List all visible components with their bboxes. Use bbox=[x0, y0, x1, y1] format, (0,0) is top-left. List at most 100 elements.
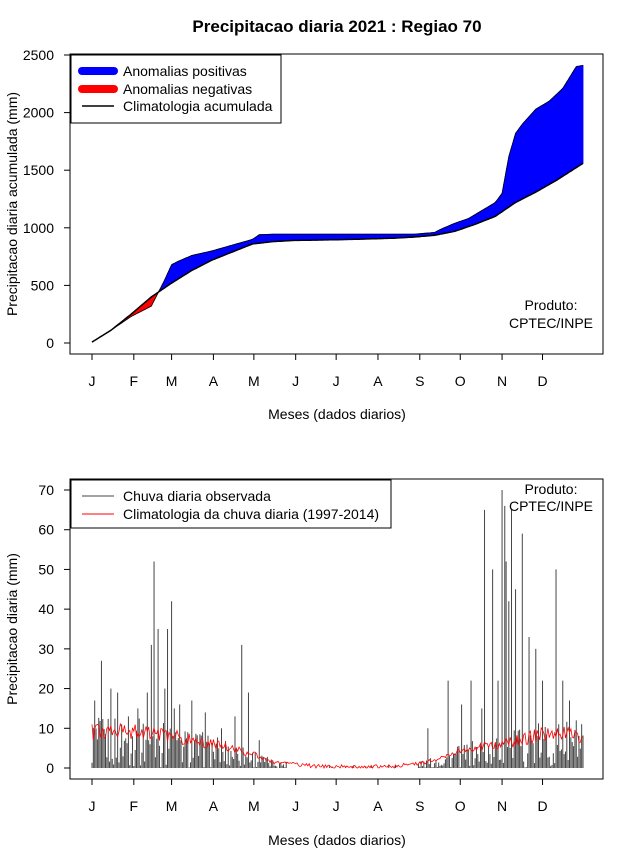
anomaly-segment bbox=[188, 254, 193, 273]
anomaly-segment bbox=[277, 233, 282, 242]
bottom-x-tick-label: N bbox=[497, 798, 507, 814]
top-x-tick-label: A bbox=[373, 373, 383, 389]
anomaly-segment bbox=[296, 233, 301, 241]
top-x-tick-label: J bbox=[292, 373, 299, 389]
top-y-tick-label: 1000 bbox=[23, 220, 54, 236]
bottom-x-tick-label: S bbox=[415, 798, 424, 814]
anomaly-segment bbox=[480, 209, 484, 223]
anomaly-segment bbox=[488, 204, 492, 220]
anomaly-segment bbox=[520, 121, 524, 201]
top-x-tick-label: O bbox=[455, 373, 466, 389]
bottom-y-tick-label: 30 bbox=[38, 641, 54, 657]
anomaly-segment bbox=[490, 202, 495, 219]
anomaly-segment bbox=[196, 253, 201, 269]
anomaly-segment bbox=[183, 257, 187, 277]
top-x-tick-label: M bbox=[248, 373, 260, 389]
climatology-cumulative-line bbox=[91, 162, 584, 343]
bottom-y-ticks: 0 10 20 30 40 50 60 70 bbox=[38, 482, 70, 776]
anomaly-segment bbox=[258, 234, 263, 244]
top-x-tick-label: M bbox=[166, 373, 178, 389]
anomaly-segment bbox=[178, 259, 182, 280]
legend-label-observed: Chuva diaria observada bbox=[123, 488, 271, 504]
anomaly-segment bbox=[180, 258, 185, 278]
anomaly-segment bbox=[302, 233, 306, 241]
top-product-source: CPTEC/INPE bbox=[509, 315, 593, 331]
bottom-climatology-group bbox=[91, 722, 584, 770]
top-x-axis-label: Meses (dados diarios) bbox=[268, 406, 406, 422]
anomaly-segment bbox=[509, 142, 514, 207]
anomaly-segment bbox=[280, 233, 284, 242]
bottom-x-tick-label: J bbox=[333, 798, 340, 814]
legend-label-negative: Anomalias negativas bbox=[123, 81, 252, 97]
top-y-tick-label: 2000 bbox=[23, 105, 54, 121]
top-x-tick-label: J bbox=[333, 373, 340, 389]
anomaly-segment bbox=[571, 67, 576, 171]
observed-cumulative-outline bbox=[91, 65, 584, 343]
top-x-tick-label: D bbox=[537, 373, 547, 389]
anomaly-segment bbox=[172, 262, 176, 283]
bottom-x-tick-label: F bbox=[130, 798, 139, 814]
anomaly-segment bbox=[547, 99, 551, 186]
anomaly-segment bbox=[337, 233, 341, 240]
anomaly-segment bbox=[569, 72, 573, 173]
anomaly-segment bbox=[539, 104, 543, 191]
bottom-bars-group bbox=[91, 490, 584, 768]
anomaly-segment bbox=[563, 80, 568, 176]
anomaly-segment bbox=[544, 101, 549, 188]
anomaly-segment bbox=[482, 207, 487, 222]
top-y-tick-label: 500 bbox=[31, 277, 55, 293]
top-y-axis-label: Precipitacao diaria acumulada (mm) bbox=[4, 92, 20, 316]
bottom-product-label: Produto: bbox=[525, 481, 578, 497]
anomaly-segment bbox=[310, 233, 314, 241]
anomaly-segment bbox=[323, 233, 328, 241]
bottom-x-tick-label: A bbox=[209, 798, 219, 814]
anomaly-segment bbox=[315, 233, 319, 241]
anomaly-segment bbox=[186, 256, 190, 275]
anomaly-segment bbox=[299, 233, 303, 241]
anomaly-segment bbox=[307, 233, 311, 241]
anomaly-segment bbox=[326, 233, 330, 241]
bottom-product-source: CPTEC/INPE bbox=[509, 498, 593, 514]
bottom-x-tick-label: O bbox=[455, 798, 466, 814]
bottom-legend-box bbox=[70, 479, 392, 529]
bottom-x-tick-label: D bbox=[537, 798, 547, 814]
bottom-x-tick-label: M bbox=[166, 798, 178, 814]
bottom-x-tick-label: J bbox=[292, 798, 299, 814]
anomaly-segment bbox=[528, 112, 533, 197]
anomaly-segment bbox=[574, 65, 578, 170]
anomaly-segment bbox=[523, 118, 527, 199]
anomaly-segment bbox=[264, 234, 268, 243]
anomaly-segment bbox=[550, 96, 554, 185]
top-product-label: Produto: bbox=[525, 297, 578, 313]
bottom-y-tick-label: 50 bbox=[38, 561, 54, 577]
anomaly-segment bbox=[275, 233, 279, 242]
bottom-y-tick-label: 0 bbox=[46, 760, 54, 776]
top-x-tick-label: A bbox=[209, 373, 219, 389]
anomaly-segment bbox=[577, 65, 581, 168]
anomaly-segment bbox=[329, 233, 333, 241]
bottom-x-axis-label: Meses (dados diarios) bbox=[268, 832, 406, 848]
top-y-tick-label: 1500 bbox=[23, 162, 54, 178]
anomaly-segment bbox=[312, 233, 317, 241]
anomaly-segment bbox=[339, 233, 344, 240]
climatology-daily-line bbox=[91, 722, 584, 770]
anomaly-segment bbox=[555, 91, 560, 182]
top-x-tick-label: S bbox=[415, 373, 424, 389]
bottom-y-axis-label: Precipitacao diaria (mm) bbox=[4, 553, 20, 705]
bottom-y-tick-label: 10 bbox=[38, 720, 54, 736]
bottom-y-tick-label: 20 bbox=[38, 681, 54, 697]
bottom-x-tick-label: M bbox=[248, 798, 260, 814]
anomaly-segment bbox=[512, 133, 516, 205]
anomaly-segment bbox=[175, 260, 179, 282]
anomaly-segment bbox=[288, 233, 292, 242]
anomaly-segment bbox=[515, 128, 519, 203]
anomaly-segment bbox=[347, 233, 352, 240]
top-area-group bbox=[91, 65, 584, 343]
top-y-ticks: 0 500 1000 1500 2000 2500 bbox=[23, 47, 70, 351]
bottom-y-tick-label: 70 bbox=[38, 482, 54, 498]
anomaly-segment bbox=[285, 233, 290, 242]
anomaly-segment bbox=[485, 205, 489, 221]
